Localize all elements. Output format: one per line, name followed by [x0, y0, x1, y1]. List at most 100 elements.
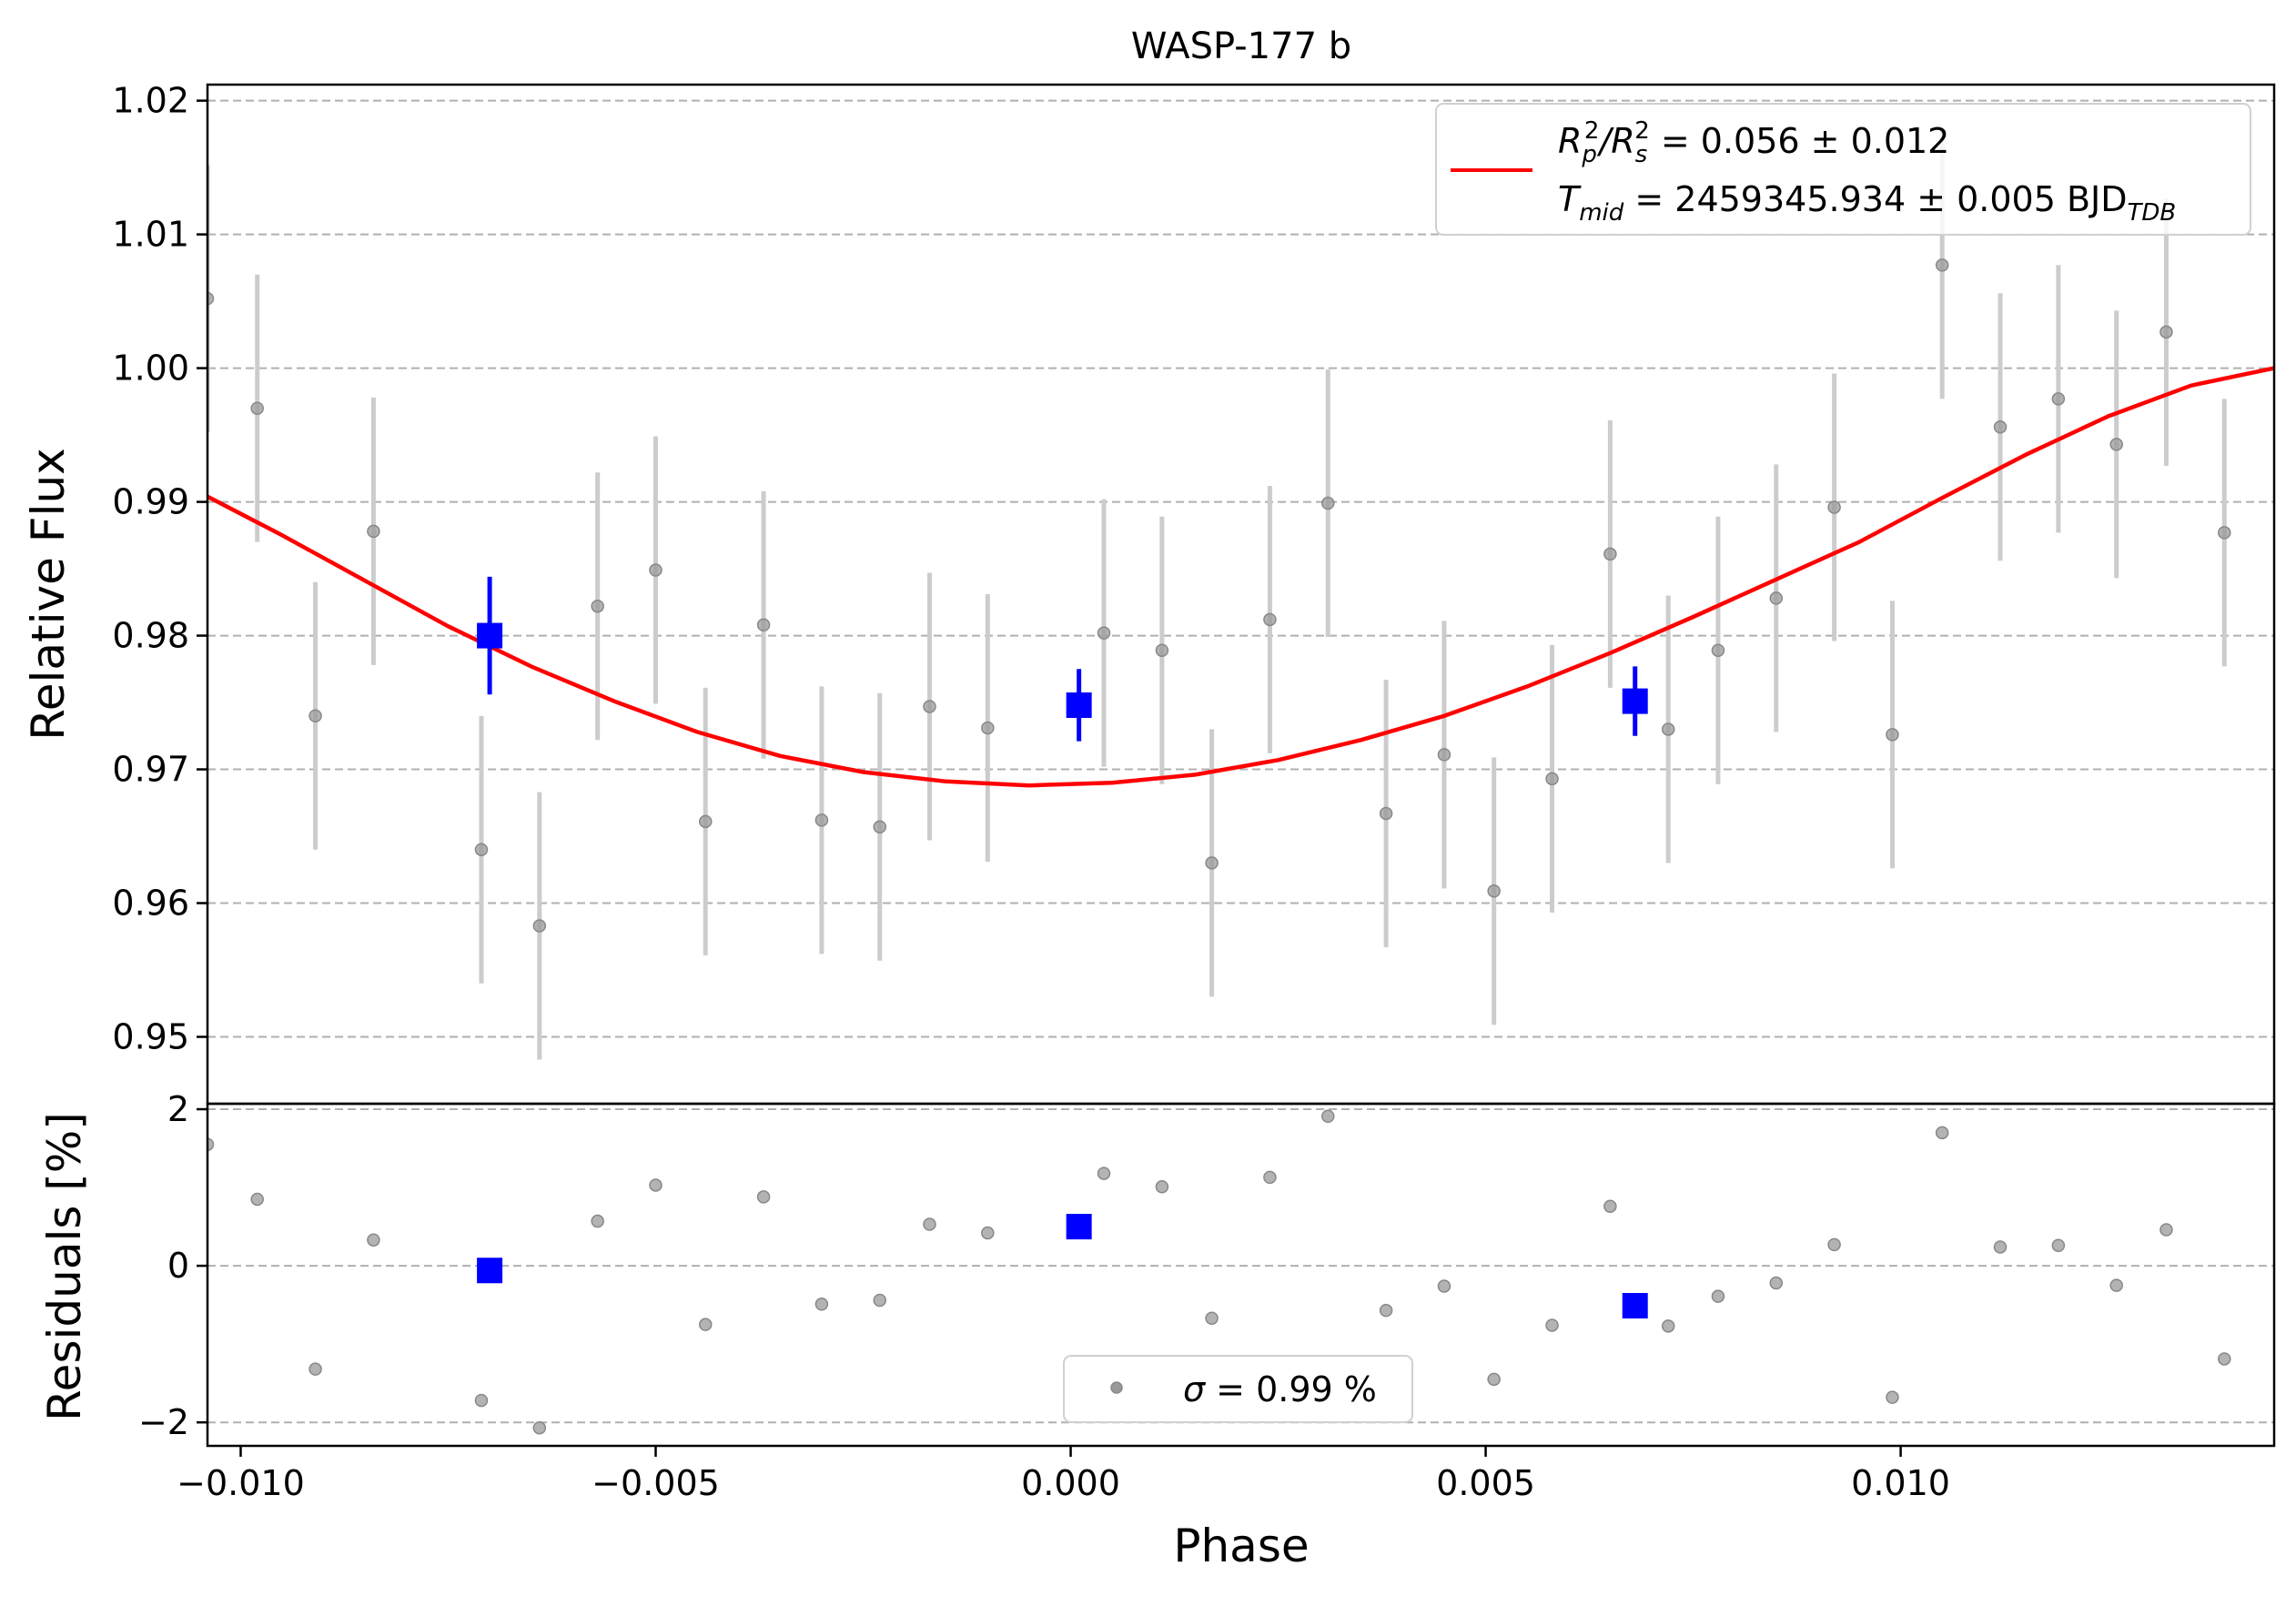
residual-point	[2277, 1268, 2289, 1279]
bottom-legend-marker	[1110, 1381, 1123, 1394]
x-ticks: −0.010 −0.005 0.000 0.005 0.010	[177, 1446, 1950, 1503]
bottom-y-ticks: −2 0 2	[138, 1089, 207, 1442]
data-point	[1711, 643, 1725, 657]
top-y-tick-label: 0.97	[112, 750, 189, 790]
top-y-tick-label: 0.95	[112, 1017, 189, 1057]
residual-point	[1263, 1170, 1277, 1185]
bottom-y-tick-label: 0	[167, 1246, 189, 1286]
legend-sigma-symbol: σ	[1183, 1369, 1207, 1409]
data-point	[1661, 722, 1675, 736]
data-point	[1263, 612, 1277, 627]
top-y-tick-label: 1.01	[112, 215, 189, 255]
data-point	[591, 599, 604, 613]
residual-point	[2109, 1278, 2123, 1292]
residual-point	[814, 1298, 829, 1311]
legend-sub-s: s	[1635, 141, 1648, 168]
residual-point	[2218, 1352, 2231, 1366]
residual-point	[923, 1217, 936, 1231]
data-point	[250, 401, 264, 415]
data-point	[649, 563, 663, 577]
data-point	[2159, 325, 2173, 339]
data-point	[1487, 884, 1501, 898]
residual-point	[981, 1226, 995, 1240]
data-point	[367, 524, 380, 539]
residual-point	[1603, 1199, 1617, 1213]
data-point	[756, 618, 771, 632]
bottom-y-axis-label: Residuals [%]	[38, 1112, 91, 1421]
residual-point	[649, 1178, 663, 1192]
bottom-legend: σ = 0.99 %	[1063, 1355, 1413, 1423]
residual-point	[1993, 1240, 2008, 1254]
residual-point	[250, 1192, 264, 1207]
top-y-tick-label: 1.00	[112, 348, 189, 389]
top-legend-line1: Rp2/Rs2 = 0.056 ± 0.012	[1558, 117, 1949, 168]
legend-sup-2: 2	[1634, 117, 1650, 145]
data-point	[1603, 547, 1617, 561]
residual-point	[1437, 1279, 1451, 1293]
data-point	[1545, 772, 1559, 786]
binned-point	[1622, 688, 1648, 714]
residual-point	[1155, 1179, 1169, 1194]
top-y-tick-label: 0.99	[112, 482, 189, 522]
binned-residual	[1622, 1292, 1648, 1318]
bottom-y-tick-label: 2	[167, 1089, 189, 1129]
top-data-points	[207, 258, 2289, 933]
data-point	[2051, 392, 2066, 406]
residual-point	[1769, 1276, 1784, 1290]
x-tick-label: 0.000	[1021, 1463, 1120, 1503]
data-point	[1827, 500, 1841, 514]
data-point	[532, 919, 547, 933]
x-tick-label: 0.010	[1851, 1463, 1950, 1503]
top-y-tick-label: 1.02	[112, 81, 189, 121]
legend-tmid-value: = 2459345.934 ± 0.005 BJD	[1623, 179, 2127, 219]
data-point	[814, 813, 829, 827]
data-point	[1379, 806, 1393, 821]
residual-point	[1379, 1303, 1393, 1318]
legend-slash-r: /R	[1596, 121, 1634, 161]
legend-sub-tdb: TDB	[2128, 199, 2177, 227]
residual-point	[1097, 1167, 1111, 1180]
data-point	[308, 709, 322, 723]
x-tick-label: −0.010	[177, 1463, 305, 1503]
bottom-binned-residuals	[477, 1214, 1648, 1318]
top-y-tick-label: 0.96	[112, 884, 189, 924]
data-point	[981, 721, 995, 735]
data-point	[1155, 643, 1169, 657]
residual-point	[1545, 1318, 1559, 1332]
residual-point	[873, 1293, 887, 1308]
residual-point	[698, 1318, 713, 1331]
residual-point	[1321, 1109, 1335, 1124]
x-tick-label: 0.005	[1436, 1463, 1535, 1503]
data-point	[1935, 258, 1949, 272]
model-line	[207, 366, 2274, 788]
top-y-tick-label: 0.98	[112, 616, 189, 656]
data-point	[2277, 376, 2289, 388]
top-panel-grid	[207, 99, 2274, 1038]
data-point	[207, 291, 215, 306]
binned-residual	[1066, 1214, 1092, 1240]
bottom-axes-frame	[206, 1102, 2276, 1448]
data-point	[698, 814, 713, 829]
data-point	[474, 843, 489, 856]
bottom-legend-label: σ = 0.99 %	[1183, 1369, 1377, 1409]
data-point	[1886, 728, 1899, 742]
residual-point	[207, 1137, 215, 1151]
binned-point	[477, 622, 503, 649]
chart-title: WASP-177 b	[1131, 25, 1351, 67]
bottom-residual-points	[207, 1109, 2289, 1435]
legend-r-symbol: R	[1558, 121, 1582, 161]
legend-sigma-value: = 0.99 %	[1205, 1369, 1377, 1409]
legend-depth-value: = 0.056 ± 0.012	[1650, 121, 1950, 161]
residual-point	[1711, 1289, 1725, 1303]
data-point	[1769, 591, 1784, 605]
legend-sub-p: p	[1581, 141, 1597, 168]
top-legend-box	[1435, 103, 2251, 236]
residual-point	[1205, 1311, 1219, 1326]
x-axis-label: Phase	[1173, 1520, 1309, 1572]
residual-point	[756, 1190, 771, 1204]
residual-point	[591, 1214, 604, 1228]
legend-sub-mid: mid	[1579, 199, 1624, 227]
residual-point	[367, 1233, 380, 1247]
